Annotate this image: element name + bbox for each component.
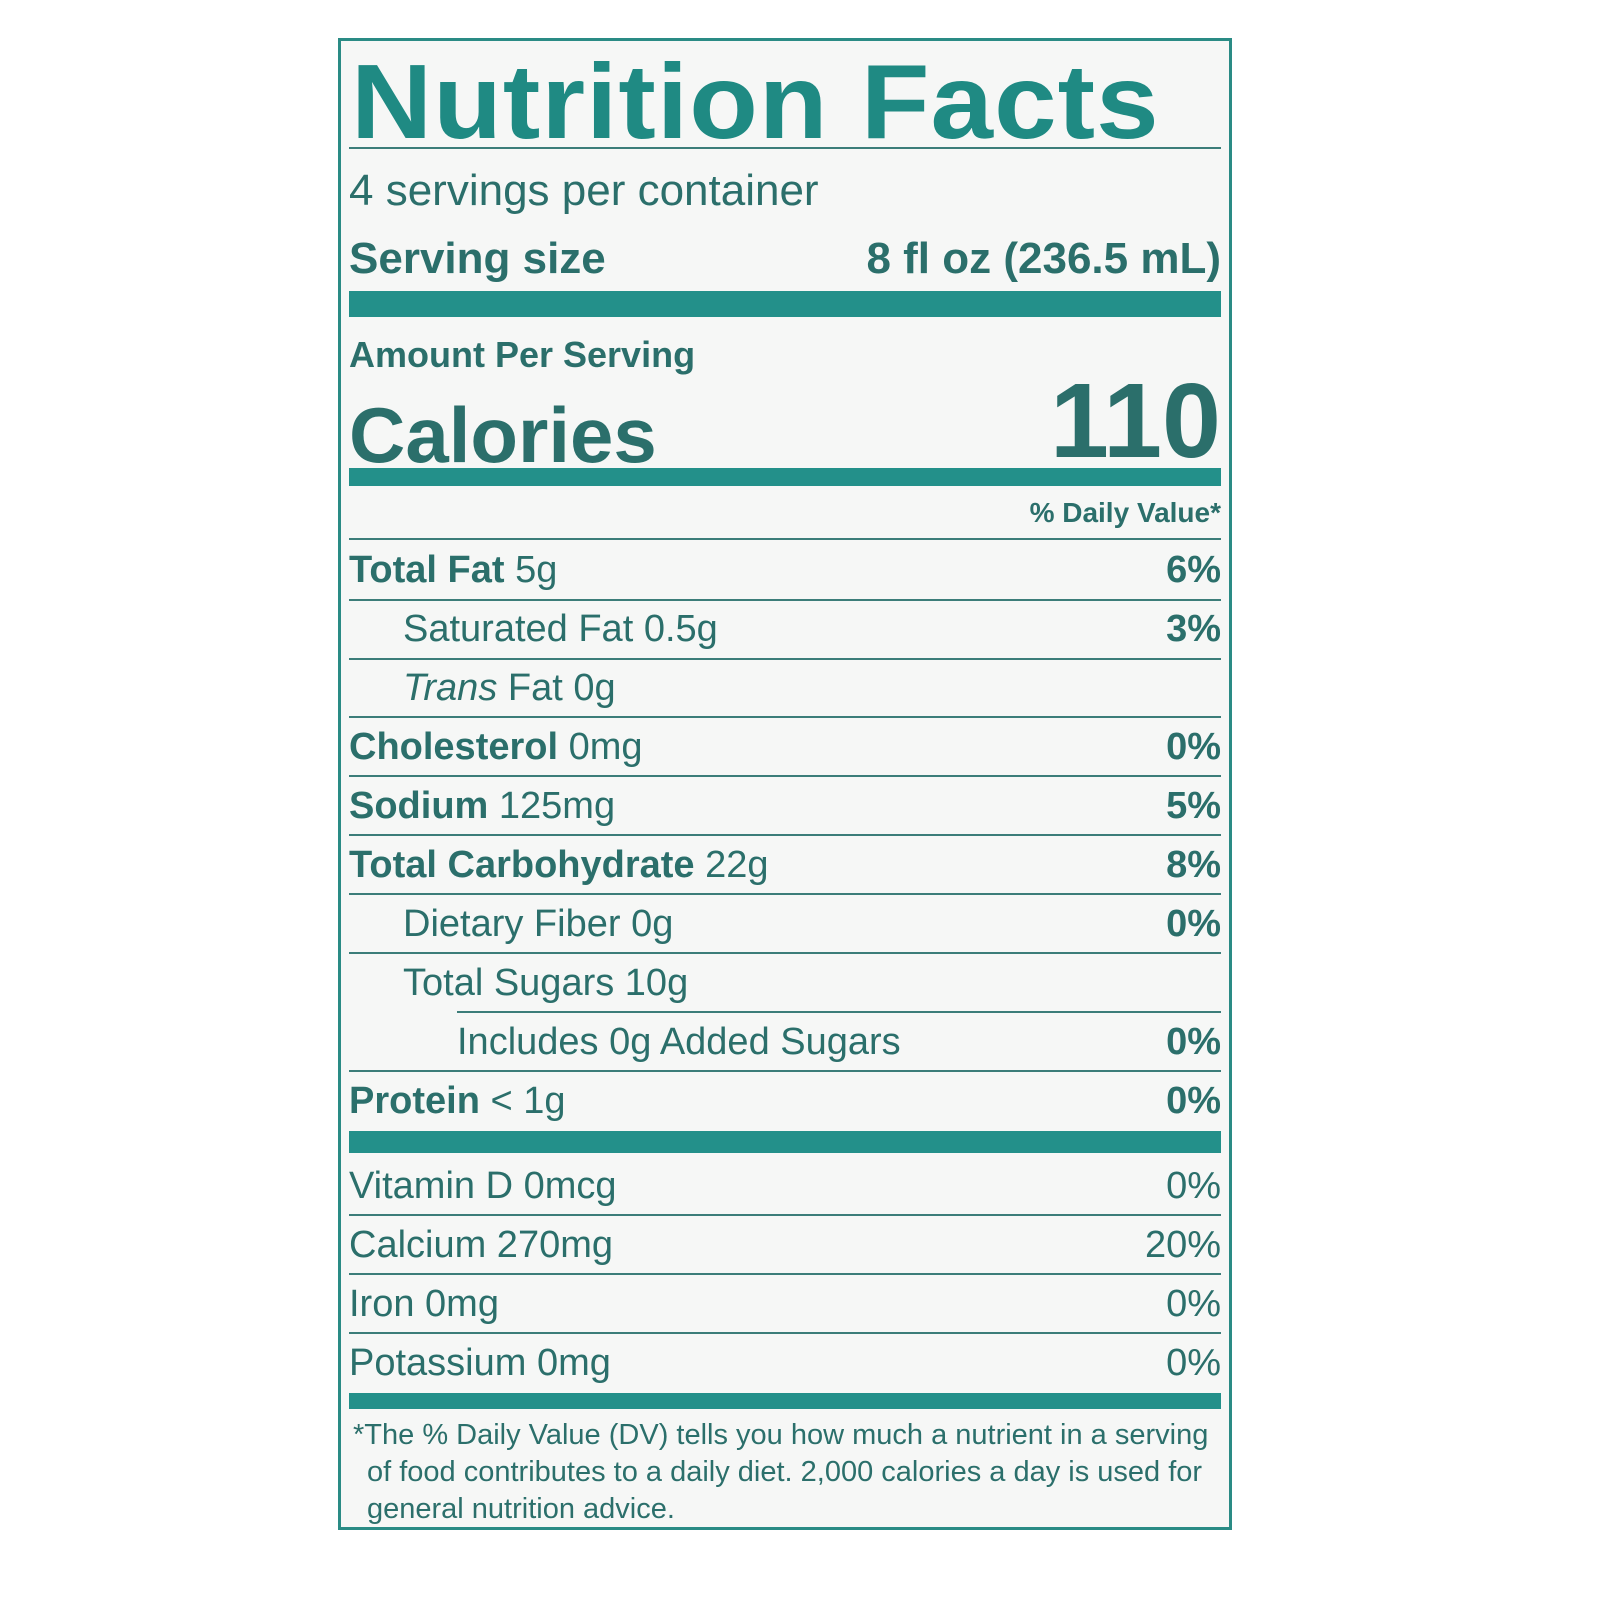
divider [349, 952, 1221, 954]
thick-divider [349, 1131, 1221, 1153]
nutrient-dv: 5% [1166, 784, 1221, 827]
nutrient-row-dietary-fiber: Dietary Fiber 0g 0% [349, 895, 1221, 953]
nutrient-name: Saturated Fat [403, 607, 634, 650]
nutrient-dv: 8% [1166, 843, 1221, 886]
divider [349, 1273, 1221, 1275]
nutrient-name: Total Fat [349, 548, 505, 591]
nutrient-row-total-sugars: Total Sugars 10g [349, 954, 1221, 1012]
nutrient-row-cholesterol: Cholesterol 0mg 0% [349, 718, 1221, 776]
nutrition-facts-label: Nutrition Facts 4 servings per container… [338, 38, 1232, 1530]
nutrient-dv: 0% [1166, 1079, 1221, 1122]
nutrient-name: Trans [403, 666, 498, 709]
nutrient-row-saturated-fat: Saturated Fat 0.5g 3% [349, 600, 1221, 658]
amount-per-serving-row: Amount Per Serving [349, 333, 1221, 377]
nutrient-dv: 6% [1166, 548, 1221, 591]
divider [349, 538, 1221, 540]
nutrient-name: Sodium [349, 784, 489, 827]
servings-per-container-row: 4 servings per container [349, 165, 1221, 217]
nutrient-name: Total Carbohydrate [349, 843, 695, 886]
divider [349, 599, 1221, 601]
nutrient-dv: 0% [1166, 725, 1221, 768]
daily-value-header: % Daily Value* [1029, 497, 1221, 528]
vitamin-label: Potassium 0mg [349, 1341, 611, 1384]
nutrient-row-total-carbohydrate: Total Carbohydrate 22g 8% [349, 836, 1221, 894]
amount-per-serving: Amount Per Serving [349, 334, 696, 375]
nutrient-amount: < 1g [490, 1079, 566, 1122]
serving-size-row: Serving size 8 fl oz (236.5 mL) [349, 233, 1221, 285]
footnote: *The % Daily Value (DV) tells you how mu… [349, 1417, 1221, 1528]
nutrient-dv: 0% [1166, 902, 1221, 945]
nutrient-name: Protein [349, 1079, 480, 1122]
nutrient-amount: 0mg [568, 725, 643, 768]
serving-size-label: Serving size [349, 234, 606, 283]
divider [349, 147, 1221, 149]
label-title: Nutrition Facts [351, 43, 1160, 161]
calories-value: 110 [1049, 361, 1221, 480]
vitamin-row: Calcium 270mg 20% [349, 1216, 1221, 1274]
nutrient-amount: 0.5g [643, 607, 718, 650]
nutrient-amount: 0g [631, 902, 674, 945]
nutrient-name-rest: Fat [507, 666, 563, 709]
divider [349, 658, 1221, 660]
nutrient-amount: 5g [515, 548, 558, 591]
nutrient-amount: 10g [624, 961, 689, 1004]
nutrient-amount: 22g [705, 843, 769, 886]
nutrient-name: Dietary Fiber [403, 902, 621, 945]
vitamin-dv: 0% [1166, 1164, 1221, 1207]
nutrient-dv: 0% [1166, 1020, 1221, 1063]
divider [349, 1214, 1221, 1216]
nutrient-row-total-fat: Total Fat 5g 6% [349, 541, 1221, 599]
vitamin-label: Vitamin D 0mcg [349, 1164, 617, 1207]
nutrient-name: Cholesterol [349, 725, 559, 768]
nutrient-row-trans-fat: Trans Fat 0g [349, 659, 1221, 717]
servings-per-container: 4 servings per container [349, 166, 819, 215]
divider [457, 1011, 1221, 1013]
nutrient-name: Includes 0g Added Sugars [457, 1020, 901, 1063]
nutrient-amount: 125mg [498, 784, 616, 827]
vitamin-dv: 0% [1166, 1341, 1221, 1384]
calories-label: Calories [349, 390, 657, 479]
vitamin-label: Iron 0mg [349, 1282, 499, 1325]
vitamin-row: Potassium 0mg 0% [349, 1334, 1221, 1392]
divider [349, 893, 1221, 895]
divider [349, 1332, 1221, 1334]
divider [349, 775, 1221, 777]
footnote-text: *The % Daily Value (DV) tells you how mu… [353, 1419, 1209, 1525]
nutrient-dv: 3% [1166, 607, 1221, 650]
vitamin-dv: 20% [1144, 1223, 1221, 1266]
calories-row: Calories 110 [349, 362, 1221, 480]
divider [349, 834, 1221, 836]
nutrient-row-added-sugars: Includes 0g Added Sugars 0% [349, 1013, 1221, 1071]
nutrient-row-sodium: Sodium 125mg 5% [349, 777, 1221, 835]
nutrient-amount: 0g [573, 666, 616, 709]
vitamin-row: Iron 0mg 0% [349, 1275, 1221, 1333]
daily-value-header-row: % Daily Value* [349, 493, 1221, 533]
vitamin-label: Calcium 270mg [349, 1223, 613, 1266]
nutrient-row-protein: Protein < 1g 0% [349, 1072, 1221, 1130]
thick-divider [349, 1393, 1221, 1409]
vitamin-dv: 0% [1166, 1282, 1221, 1325]
vitamin-row: Vitamin D 0mcg 0% [349, 1157, 1221, 1215]
nutrient-name: Total Sugars [403, 961, 615, 1004]
thick-divider [349, 468, 1221, 486]
divider [349, 1070, 1221, 1072]
serving-size-value: 8 fl oz (236.5 mL) [866, 234, 1221, 283]
thick-divider [349, 291, 1221, 317]
divider [349, 716, 1221, 718]
